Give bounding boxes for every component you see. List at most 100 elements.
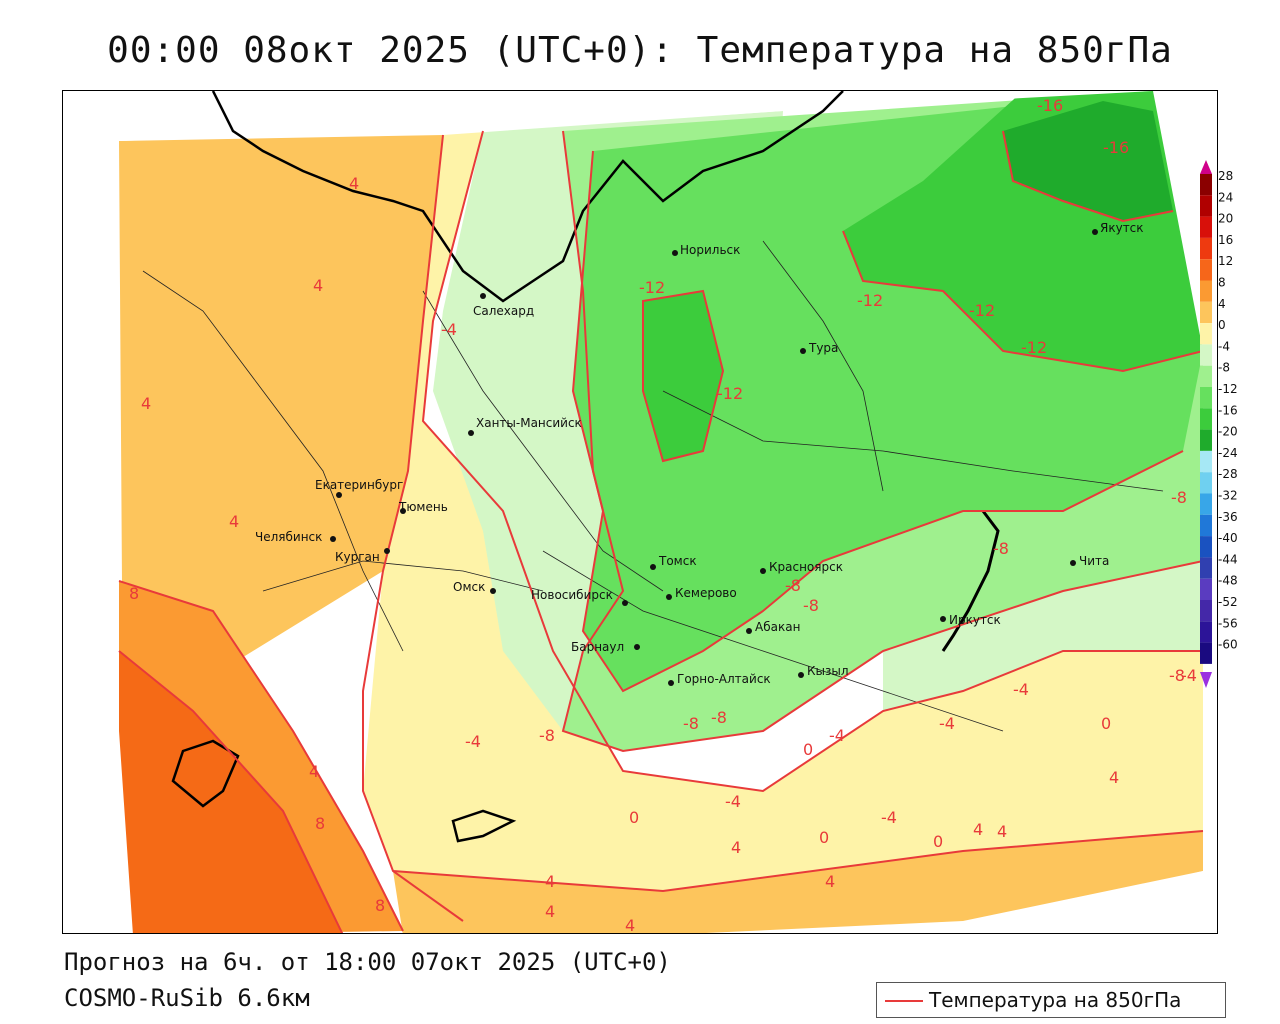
contour-label: -16 xyxy=(1103,138,1129,157)
scale-tick-label: -8 xyxy=(1218,361,1230,375)
scale-tick-label: 12 xyxy=(1218,254,1233,268)
scale-tick-label: 0 xyxy=(1218,318,1226,332)
city-label: Ханты-Мансийск xyxy=(476,416,582,430)
contour-label: -4 xyxy=(829,726,845,745)
city-label: Барнаул xyxy=(571,640,624,654)
scale-bottom-arrow xyxy=(1200,672,1212,688)
contour-label: -4 xyxy=(1013,680,1029,699)
contour-label: -12 xyxy=(717,384,743,403)
city-kurgan: Курган xyxy=(335,548,390,564)
contour-label: 8 xyxy=(315,814,325,833)
scale-cell xyxy=(1200,408,1212,430)
legend: Температура на 850гПа xyxy=(876,982,1226,1018)
contour-label: -8 xyxy=(1169,666,1185,685)
contour-label: -12 xyxy=(639,278,665,297)
scale-tick-label: -16 xyxy=(1218,403,1238,417)
contour-label: -4 xyxy=(725,792,741,811)
contour-label: -8 xyxy=(993,539,1009,558)
contour-label: -8 xyxy=(803,596,819,615)
scale-cell xyxy=(1200,387,1212,409)
contour-label: -4 xyxy=(465,732,481,751)
arctic-coast xyxy=(211,91,844,303)
legend-line-swatch xyxy=(885,1000,923,1002)
contour-label: -8 xyxy=(683,714,699,733)
zone-warm-4-8 xyxy=(119,131,458,731)
contour-label: -12 xyxy=(857,291,883,310)
contour-label: 4 xyxy=(313,276,323,295)
contour-label: 4 xyxy=(545,872,555,891)
scale-cell xyxy=(1200,536,1212,558)
city-abakan: Абакан xyxy=(746,620,800,634)
city-tyumen: Тюмень xyxy=(398,500,448,514)
city-norilsk: Норильск xyxy=(672,243,740,257)
scale-cell xyxy=(1200,557,1212,579)
zone-minus16-minus12-b xyxy=(643,291,723,461)
legend-label: Температура на 850гПа xyxy=(929,988,1182,1012)
scale-cell xyxy=(1200,600,1212,622)
isotherms xyxy=(118,130,1204,933)
scale-tick-label: 16 xyxy=(1218,233,1233,247)
contour-label: 0 xyxy=(933,832,943,851)
city-yakutsk: Якутск xyxy=(1092,221,1144,235)
city-barnaul: Барнаул xyxy=(571,640,640,654)
city-tura: Тура xyxy=(800,341,838,355)
scale-cell xyxy=(1200,429,1212,451)
cities: Норильск Салехард Тура Якутск Ханты-Манс… xyxy=(255,221,1144,686)
city-irkutsk: Иркутск xyxy=(940,613,1001,627)
city-label: Салехард xyxy=(473,304,534,318)
zone-minus20-minus16 xyxy=(1003,101,1173,221)
lake-baikal xyxy=(941,510,1000,652)
scale-tick-label: -36 xyxy=(1218,510,1238,524)
scale-tick-label: -44 xyxy=(1218,552,1238,566)
balkhash xyxy=(451,809,517,843)
contour-label: 4 xyxy=(141,394,151,413)
city-label: Кызыл xyxy=(807,664,849,678)
scale-ticks: 28 24 20 16 12 8 4 0 -4 -8 -12 -16 -20 -24 -28 -32 -36 -4… xyxy=(1218,169,1238,652)
city-tomsk: Томск xyxy=(650,554,697,570)
scale-cell xyxy=(1200,493,1212,515)
contour-label: -4 xyxy=(441,320,457,339)
scale-cell xyxy=(1200,450,1212,473)
scale-cells xyxy=(1200,174,1212,664)
contour-label: -8 xyxy=(785,576,801,595)
scale-cell xyxy=(1200,365,1212,387)
city-label: Чита xyxy=(1079,554,1109,568)
region-borders xyxy=(142,240,1164,732)
scale-cell xyxy=(1200,472,1212,494)
temperature-scale: 28 24 20 16 12 8 4 0 -4 -8 -12 -16 -20 -24 -28 -32 -36 -4… xyxy=(1200,160,1238,688)
scale-tick-label: -4 xyxy=(1218,339,1230,353)
contour-label: -4 xyxy=(881,808,897,827)
scale-tick-label: 8 xyxy=(1218,276,1226,290)
city-label: Тура xyxy=(808,341,838,355)
city-kyzyl: Кызыл xyxy=(798,664,849,678)
scale-tick-label: -20 xyxy=(1218,425,1238,439)
forecast-info: Прогноз на 6ч. от 18:00 07окт 2025 (UTC+… xyxy=(64,948,671,976)
contour-label: -4 xyxy=(1181,666,1197,685)
scale-cell xyxy=(1200,621,1212,643)
contour-label: 0 xyxy=(803,740,813,759)
contour-label: 4 xyxy=(545,902,555,921)
map-title: 00:00 08окт 2025 (UTC+0): Температура на… xyxy=(107,30,1173,71)
scale-tick-label: 20 xyxy=(1218,212,1233,226)
scale-cell xyxy=(1200,344,1212,366)
contour-label: -8 xyxy=(711,708,727,727)
scale-tick-label: -56 xyxy=(1218,616,1238,630)
scale-tick-label: -60 xyxy=(1218,638,1238,652)
scale-cell xyxy=(1200,642,1212,664)
city-label: Курган xyxy=(335,550,380,564)
city-label: Кемерово xyxy=(675,586,737,600)
scale-cell xyxy=(1200,323,1212,345)
city-kemerovo: Кемерово xyxy=(666,586,737,600)
city-label: Тюмень xyxy=(398,500,448,514)
city-krasnoyarsk: Красноярск xyxy=(760,560,843,574)
city-label: Челябинск xyxy=(255,530,322,544)
temperature-map: 4 4 4 4 -4 -12 -12 -12 -12 -12 -16 -16 -… xyxy=(63,91,1217,933)
city-salekhard: Салехард xyxy=(473,293,534,318)
zone-12-16 xyxy=(119,651,343,933)
contour-labels: 4 4 4 4 -4 -12 -12 -12 -12 -12 -16 -16 -… xyxy=(129,96,1197,933)
scale-cell xyxy=(1200,280,1212,302)
scale-cell xyxy=(1200,259,1212,281)
city-label: Томск xyxy=(658,554,697,568)
city-label: Красноярск xyxy=(769,560,843,574)
contour-label: -16 xyxy=(1037,96,1063,115)
